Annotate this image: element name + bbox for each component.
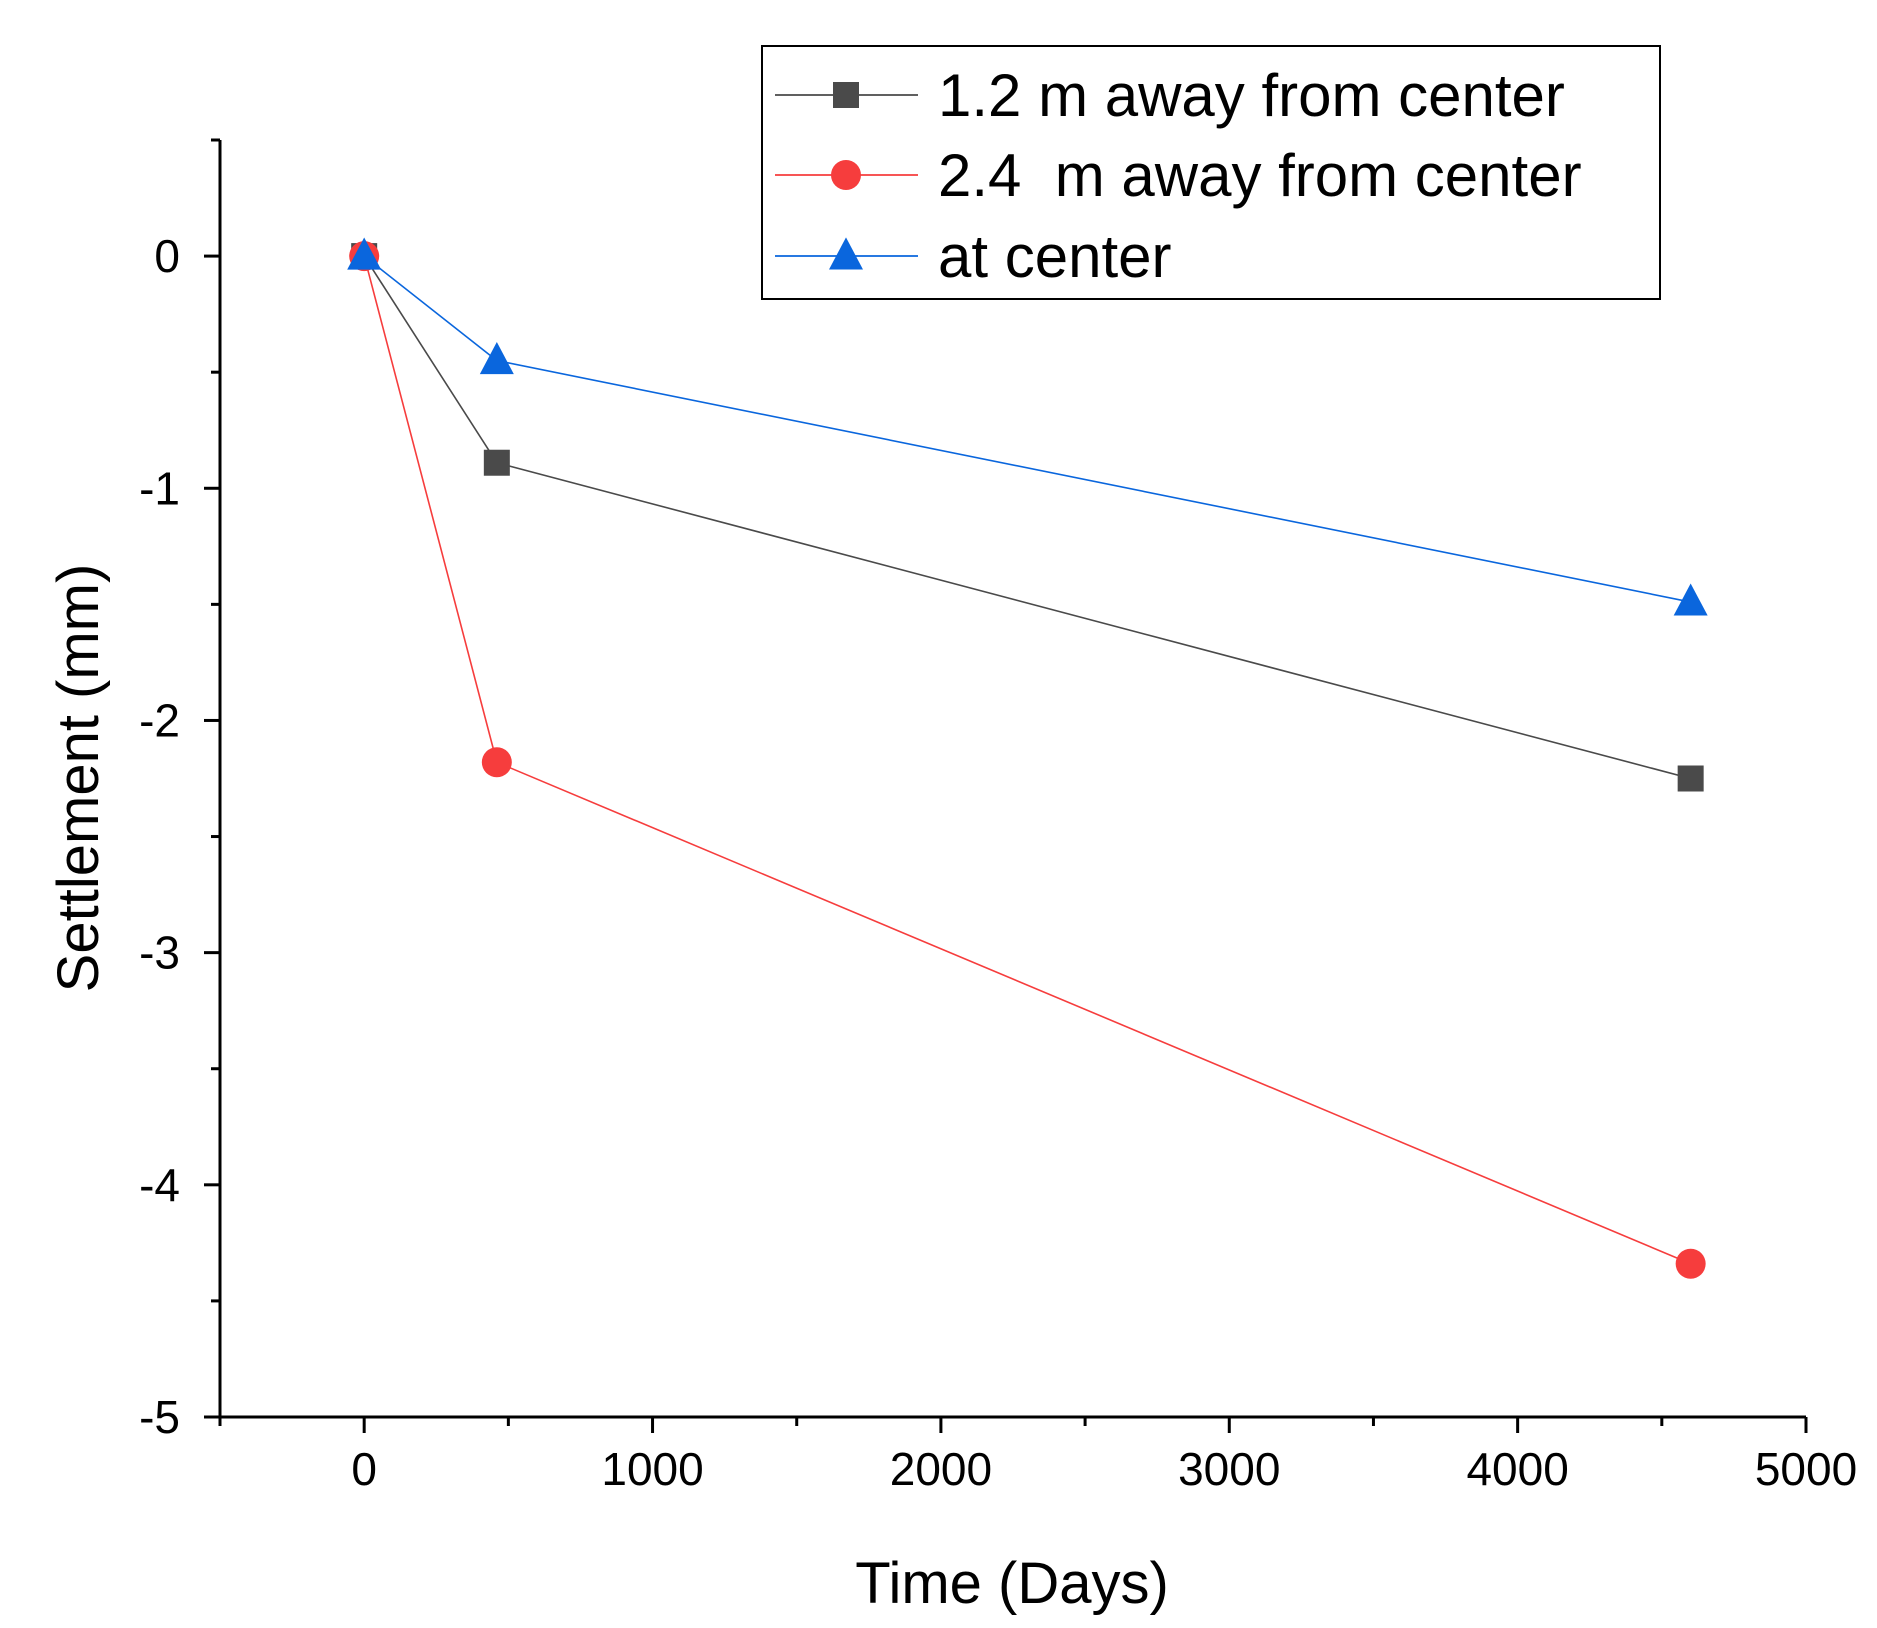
y-tick-label: 0 xyxy=(154,230,180,282)
data-point xyxy=(483,449,510,476)
y-tick-label: -5 xyxy=(139,1391,180,1443)
series-line xyxy=(363,255,1691,603)
data-point xyxy=(347,237,382,270)
series-line xyxy=(363,255,1691,1265)
x-tick-label: 0 xyxy=(351,1443,377,1495)
series-line xyxy=(363,255,1691,780)
legend-marker xyxy=(829,237,863,270)
series-group xyxy=(347,237,1708,1279)
x-tick-label: 3000 xyxy=(1178,1443,1280,1495)
data-point xyxy=(1675,1248,1706,1279)
legend-label: 2.4 m away from center xyxy=(938,142,1582,209)
data-point xyxy=(479,341,514,375)
y-tick-label: -3 xyxy=(139,927,180,979)
series-3 xyxy=(347,237,1708,616)
axes: 0 1000 2000 3000 4000 5000 0 -1 -2 -3 -4 -5 xyxy=(139,138,1857,1495)
y-axis-title: Settlement (mm) xyxy=(46,564,111,993)
x-tick-label: 5000 xyxy=(1755,1443,1857,1495)
y-tick-label: -4 xyxy=(139,1159,180,1211)
legend-item-1: 1.2 m away from center xyxy=(775,62,1565,129)
legend: 1.2 m away from center 2.4 m away from ce… xyxy=(761,45,1661,300)
x-axis-title: Time (Days) xyxy=(855,1551,1169,1616)
legend-label: 1.2 m away from center xyxy=(938,62,1565,129)
x-tick-label: 1000 xyxy=(601,1443,703,1495)
legend-marker xyxy=(831,160,861,190)
legend-item-3: at center xyxy=(775,223,1171,290)
data-point xyxy=(1673,583,1708,616)
x-tick-label: 2000 xyxy=(890,1443,992,1495)
series-2 xyxy=(349,241,1706,1279)
legend-marker xyxy=(833,82,859,108)
legend-label: at center xyxy=(938,223,1171,290)
series-1 xyxy=(351,243,1704,792)
y-tick-label: -2 xyxy=(139,694,180,746)
y-tick-label: -1 xyxy=(139,462,180,514)
data-point xyxy=(481,747,512,778)
data-point xyxy=(1677,765,1704,792)
legend-item-2: 2.4 m away from center xyxy=(775,142,1582,209)
x-tick-label: 4000 xyxy=(1466,1443,1568,1495)
